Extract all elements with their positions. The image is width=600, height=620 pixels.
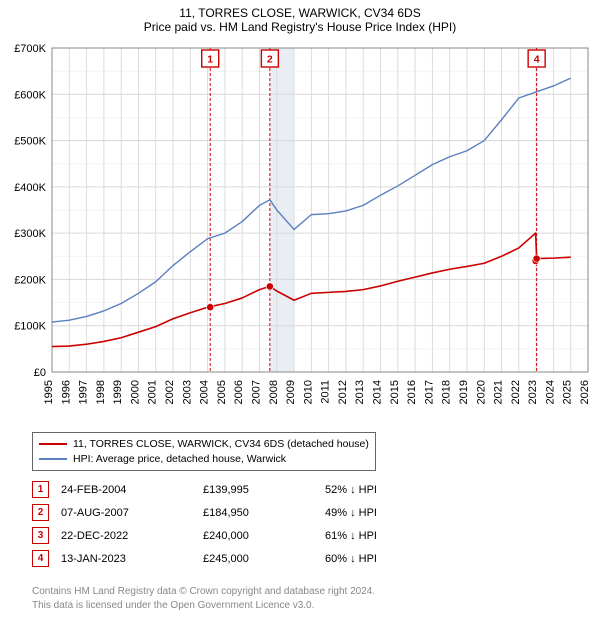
svg-text:2008: 2008 [268,380,280,404]
chart-subtitle: Price paid vs. HM Land Registry's House … [0,20,600,34]
svg-text:2007: 2007 [250,380,262,404]
svg-text:2022: 2022 [510,380,522,404]
table-row: 1 24-FEB-2004 £139,995 52% ↓ HPI [32,478,389,501]
price-chart: £0 £100K £200K £300K £400K £500K £600K £700K 199… [0,42,600,422]
event-date: 13-JAN-2023 [61,547,203,570]
svg-text:2020: 2020 [475,380,487,404]
svg-text:2000: 2000 [129,380,141,404]
svg-text:£700K: £700K [14,43,46,55]
event-date: 24-FEB-2004 [61,478,203,501]
event-pct: 52% ↓ HPI [325,478,389,501]
event-badge: 2 [32,504,49,521]
events-table: 1 24-FEB-2004 £139,995 52% ↓ HPI 2 07-AU… [32,478,389,570]
legend-item-price-paid: 11, TORRES CLOSE, WARWICK, CV34 6DS (det… [39,437,369,452]
svg-text:1995: 1995 [43,380,55,404]
event-price: £139,995 [203,478,325,501]
event-badge: 4 [32,550,49,567]
legend-label: 11, TORRES CLOSE, WARWICK, CV34 6DS (det… [73,437,369,452]
event-price: £184,950 [203,501,325,524]
svg-text:2004: 2004 [199,380,211,404]
svg-text:2014: 2014 [372,380,384,404]
footer-line: Contains HM Land Registry data © Crown c… [32,585,375,599]
svg-text:2015: 2015 [389,380,401,404]
svg-text:2002: 2002 [164,380,176,404]
event-badge: 1 [32,481,49,498]
svg-text:2021: 2021 [493,380,505,404]
event-pct: 49% ↓ HPI [325,501,389,524]
svg-text:1999: 1999 [112,380,124,404]
svg-text:2025: 2025 [562,380,574,404]
legend: 11, TORRES CLOSE, WARWICK, CV34 6DS (det… [32,432,376,471]
footer-line: This data is licensed under the Open Gov… [32,599,375,613]
event-badge: 3 [32,527,49,544]
svg-text:2006: 2006 [233,380,245,404]
svg-text:1: 1 [207,54,213,66]
svg-text:2: 2 [267,54,273,66]
legend-label: HPI: Average price, detached house, Warw… [73,452,286,467]
legend-swatch-blue [39,458,67,460]
svg-text:2016: 2016 [406,380,418,404]
svg-text:2011: 2011 [320,380,332,404]
chart-titles: 11, TORRES CLOSE, WARWICK, CV34 6DS Pric… [0,0,600,34]
legend-swatch-red [39,443,67,445]
svg-text:1996: 1996 [60,380,72,404]
svg-text:2010: 2010 [302,380,314,404]
svg-text:£600K: £600K [14,89,46,101]
event-price: £240,000 [203,524,325,547]
svg-text:2009: 2009 [285,380,297,404]
svg-text:2017: 2017 [423,380,435,404]
chart-title: 11, TORRES CLOSE, WARWICK, CV34 6DS [0,6,600,20]
event-date: 22-DEC-2022 [61,524,203,547]
table-row: 3 22-DEC-2022 £240,000 61% ↓ HPI [32,524,389,547]
svg-text:£100K: £100K [14,321,46,333]
svg-text:£400K: £400K [14,182,46,194]
svg-text:£200K: £200K [14,274,46,286]
svg-text:2019: 2019 [458,380,470,404]
svg-text:2026: 2026 [579,380,591,404]
event-date: 07-AUG-2007 [61,501,203,524]
svg-text:2003: 2003 [181,380,193,404]
footer: Contains HM Land Registry data © Crown c… [32,585,375,612]
svg-text:2023: 2023 [527,380,539,404]
event-price: £245,000 [203,547,325,570]
svg-text:2013: 2013 [354,380,366,404]
svg-text:2024: 2024 [544,380,556,404]
svg-text:£0: £0 [34,367,46,379]
svg-text:2018: 2018 [441,380,453,404]
svg-text:£500K: £500K [14,136,46,148]
svg-text:2012: 2012 [337,380,349,404]
svg-text:1998: 1998 [95,380,107,404]
svg-text:1997: 1997 [78,380,90,404]
table-row: 4 13-JAN-2023 £245,000 60% ↓ HPI [32,547,389,570]
table-row: 2 07-AUG-2007 £184,950 49% ↓ HPI [32,501,389,524]
svg-text:£300K: £300K [14,228,46,240]
legend-item-hpi: HPI: Average price, detached house, Warw… [39,452,369,467]
svg-text:4: 4 [534,54,540,66]
event-pct: 61% ↓ HPI [325,524,389,547]
svg-text:2001: 2001 [147,380,159,404]
event-pct: 60% ↓ HPI [325,547,389,570]
svg-text:2005: 2005 [216,380,228,404]
